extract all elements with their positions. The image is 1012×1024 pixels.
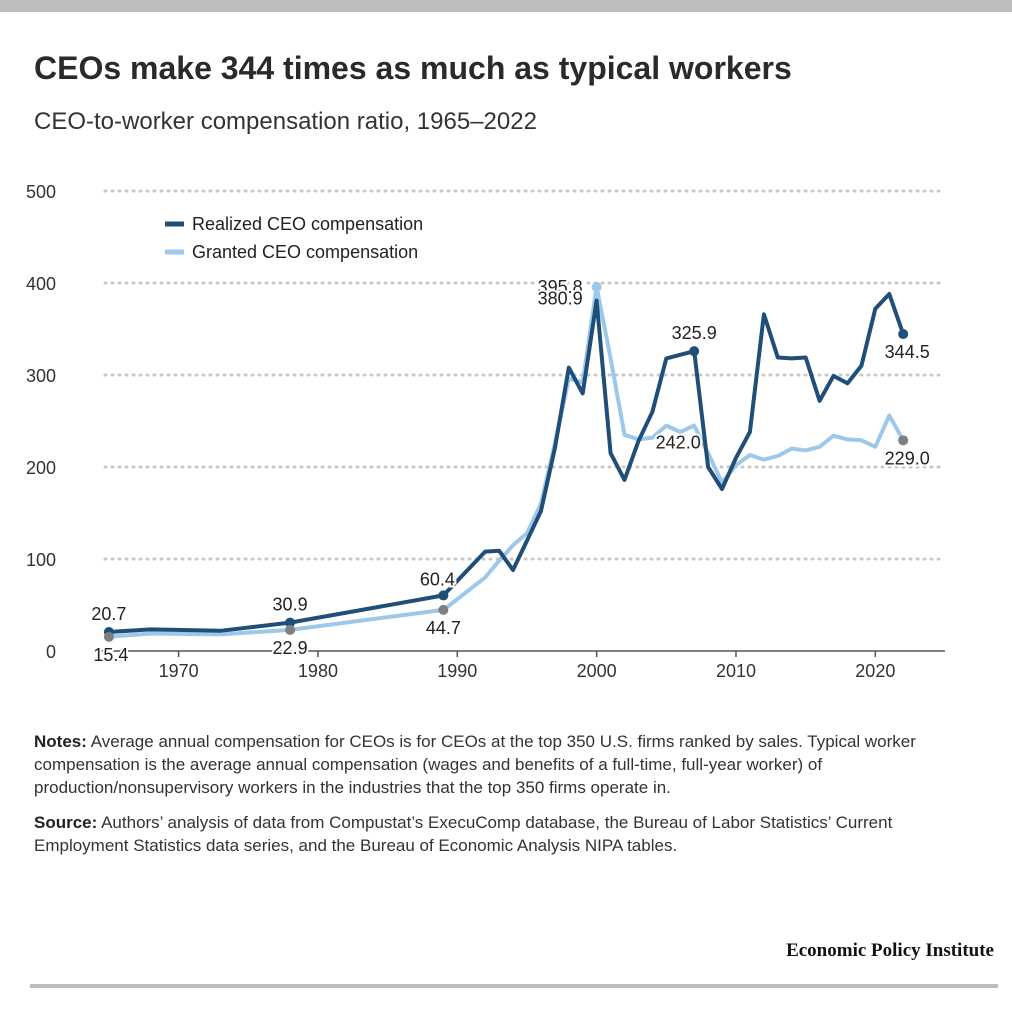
bottom-border <box>30 984 998 988</box>
data-label: 395.8 <box>538 277 583 297</box>
chart-subtitle: CEO-to-worker compensation ratio, 1965–2… <box>34 108 537 135</box>
data-label: 22.9 <box>273 638 308 658</box>
x-tick-label: 2010 <box>716 661 756 681</box>
data-point-marker <box>898 435 909 446</box>
data-point-marker <box>438 604 449 615</box>
data-point-marker <box>285 624 296 635</box>
data-point-marker <box>591 281 602 292</box>
data-label: 44.7 <box>426 618 461 638</box>
data-label: 325.9 <box>672 323 717 343</box>
series-line-granted <box>106 284 906 639</box>
notes-label: Notes: <box>34 732 87 751</box>
x-tick-label: 2020 <box>855 661 895 681</box>
source-label: Source: <box>34 813 98 832</box>
y-tick-label: 400 <box>26 274 56 294</box>
series-line-realized <box>106 292 906 634</box>
notes-text: Average annual compensation for CEOs is … <box>34 732 916 797</box>
data-point-marker <box>898 329 909 340</box>
source-text: Authors’ analysis of data from Compustat… <box>34 813 893 855</box>
data-label: 242.0 <box>656 432 701 452</box>
data-point-marker <box>285 617 296 628</box>
data-label: 380.9 <box>538 289 583 309</box>
notes-section: Notes: Average annual compensation for C… <box>34 730 979 869</box>
data-point-marker <box>438 590 449 601</box>
data-label: 15.4 <box>93 645 128 665</box>
legend-label: Granted CEO compensation <box>192 242 418 262</box>
y-tick-label: 300 <box>26 366 56 386</box>
legend-label: Realized CEO compensation <box>192 214 423 234</box>
data-label: 229.0 <box>885 448 930 468</box>
y-tick-label: 100 <box>26 550 56 570</box>
x-tick-label: 1980 <box>298 661 338 681</box>
y-tick-label: 0 <box>46 642 56 662</box>
data-label: 30.9 <box>273 595 308 615</box>
data-label: 344.5 <box>885 342 930 362</box>
y-tick-label: 200 <box>26 458 56 478</box>
data-point-marker <box>689 346 700 357</box>
organization-credit: Economic Policy Institute <box>786 940 994 961</box>
top-border <box>0 0 1012 12</box>
x-tick-label: 1990 <box>437 661 477 681</box>
data-label: 20.7 <box>91 604 126 624</box>
chart-title: CEOs make 344 times as much as typical w… <box>34 50 792 86</box>
x-tick-label: 1970 <box>159 661 199 681</box>
y-tick-label: 500 <box>26 182 56 202</box>
x-tick-label: 2000 <box>577 661 617 681</box>
line-chart: 0 100 200 300 400 500 1970 1980 1990 2000 2010 2020… <box>26 182 947 681</box>
data-label: 60.4 <box>420 569 455 589</box>
source-paragraph: Source: Authors’ analysis of data from C… <box>34 811 979 857</box>
data-point-marker <box>103 631 114 642</box>
notes-paragraph: Notes: Average annual compensation for C… <box>34 730 979 799</box>
